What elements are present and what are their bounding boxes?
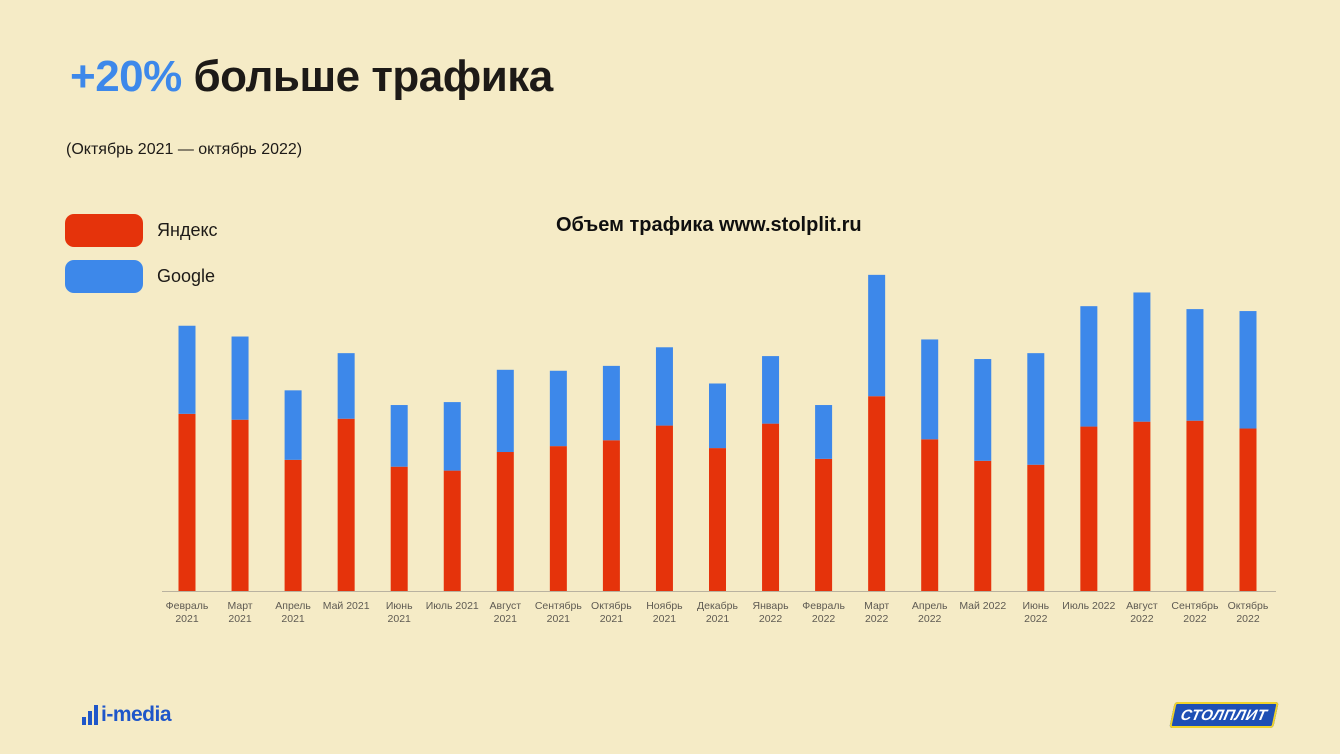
bar-yandex-14 — [921, 439, 939, 591]
x-tick-label-2: Апрель 2021 — [275, 600, 311, 625]
bar-google-3 — [337, 353, 355, 419]
bar-yandex-1 — [231, 419, 249, 591]
x-tick-label-7: Сентябрь 2021 — [535, 600, 583, 625]
bar-yandex-2 — [284, 459, 302, 591]
imedia-logo-text: i-media — [101, 703, 172, 726]
period-subtitle: (Октябрь 2021 — октябрь 2022) — [66, 141, 303, 158]
bar-google-12 — [815, 405, 833, 459]
legend-swatch-google — [65, 260, 143, 293]
bar-yandex-10 — [709, 448, 726, 591]
x-tick-label-17: Июль 2022 — [1062, 600, 1115, 612]
title-accent: +20% — [70, 52, 182, 101]
bar-yandex-4 — [390, 466, 408, 591]
bar-google-18 — [1133, 292, 1151, 422]
bar-google-0 — [178, 325, 196, 414]
bar-google-19 — [1186, 309, 1204, 421]
bar-yandex-12 — [815, 458, 833, 591]
bar-google-2 — [284, 390, 302, 460]
imedia-logo-icon — [82, 705, 98, 725]
x-tick-label-10: Декабрь 2021 — [697, 600, 738, 625]
x-tick-label-4: Июнь 2021 — [386, 600, 413, 625]
x-tick-label-6: Август 2021 — [489, 600, 521, 625]
bar-google-16 — [1027, 353, 1045, 465]
x-tick-label-0: Февраль 2021 — [166, 600, 209, 625]
x-tick-label-18: Август 2022 — [1126, 600, 1158, 625]
bar-google-4 — [390, 405, 408, 467]
bar-yandex-9 — [655, 425, 673, 591]
bar-yandex-20 — [1239, 428, 1257, 591]
bar-google-13 — [868, 274, 886, 397]
bar-google-9 — [655, 347, 673, 426]
x-tick-label-19: Сентябрь 2022 — [1171, 600, 1219, 625]
bar-google-20 — [1239, 311, 1257, 429]
imedia-logo: i-media — [82, 703, 172, 727]
x-tick-label-20: Октябрь 2022 — [1228, 600, 1269, 625]
bar-google-14 — [921, 339, 939, 440]
bar-google-1 — [231, 336, 249, 420]
x-tick-label-8: Октябрь 2021 — [591, 600, 632, 625]
bar-yandex-16 — [1027, 464, 1045, 591]
bar-yandex-18 — [1133, 421, 1151, 591]
bar-google-7 — [549, 370, 567, 447]
x-tick-label-5: Июль 2021 — [426, 600, 479, 612]
bar-yandex-17 — [1080, 426, 1098, 591]
bar-yandex-6 — [496, 452, 514, 591]
legend-label-google: Google — [157, 266, 216, 286]
x-tick-label-3: Май 2021 — [323, 600, 370, 612]
legend-label-yandex: Яндекс — [157, 220, 218, 240]
x-tick-label-1: Март 2021 — [227, 600, 252, 625]
x-tick-label-9: Ноябрь 2021 — [646, 600, 683, 625]
bar-google-10 — [709, 383, 726, 449]
chart-title: Объем трафика www.stolplit.ru — [556, 214, 862, 236]
bar-google-6 — [496, 369, 514, 453]
bar-yandex-8 — [602, 440, 620, 591]
bar-yandex-3 — [337, 418, 355, 591]
x-tick-label-11: Январь 2022 — [753, 600, 790, 625]
bar-google-17 — [1080, 306, 1098, 427]
bar-yandex-11 — [762, 423, 780, 591]
x-tick-label-16: Июнь 2022 — [1022, 600, 1049, 625]
bar-yandex-13 — [868, 396, 886, 591]
x-tick-label-13: Март 2022 — [864, 600, 889, 625]
bar-google-15 — [974, 359, 992, 461]
bar-google-11 — [762, 356, 780, 424]
x-tick-label-15: Май 2022 — [959, 600, 1006, 612]
page-title: +20% больше трафика — [70, 52, 553, 102]
legend-swatch-yandex — [65, 214, 143, 247]
bar-yandex-15 — [974, 460, 992, 591]
x-tick-label-12: Февраль 2022 — [802, 600, 845, 625]
stolplit-logo-text: СТОЛПЛИТ — [1179, 706, 1269, 724]
bar-yandex-19 — [1186, 420, 1204, 591]
bar-yandex-0 — [178, 413, 196, 591]
x-tick-label-14: Апрель 2022 — [912, 600, 948, 625]
bar-google-8 — [602, 365, 620, 441]
bar-yandex-7 — [549, 446, 567, 591]
title-text: больше трафика — [181, 52, 553, 101]
stolplit-logo: СТОЛПЛИТ — [1169, 702, 1279, 728]
bar-google-5 — [443, 402, 461, 471]
bar-yandex-5 — [443, 470, 461, 591]
